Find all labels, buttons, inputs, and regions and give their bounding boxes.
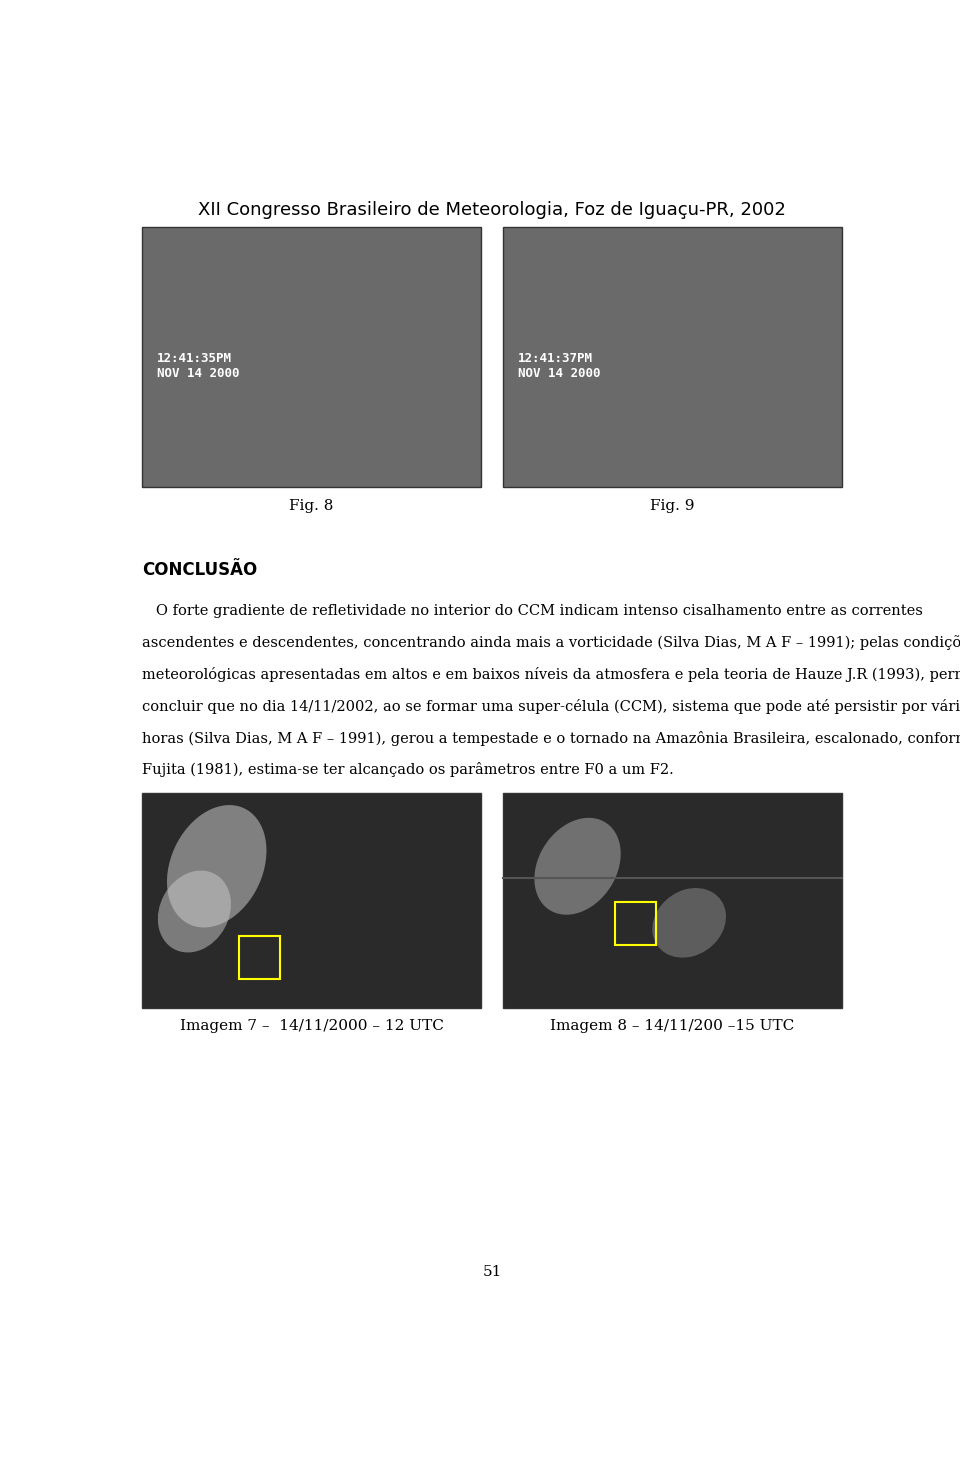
Ellipse shape (157, 871, 231, 952)
Ellipse shape (167, 805, 267, 927)
Text: ascendentes e descendentes, concentrando ainda mais a vorticidade (Silva Dias, M: ascendentes e descendentes, concentrando… (142, 636, 960, 651)
Text: Fig. 8: Fig. 8 (289, 498, 334, 513)
Bar (239, 936, 280, 980)
Bar (614, 902, 656, 946)
Bar (142, 228, 481, 488)
Text: Imagem 7 –  14/11/2000 – 12 UTC: Imagem 7 – 14/11/2000 – 12 UTC (180, 1019, 444, 1033)
Text: 12:41:37PM
NOV 14 2000: 12:41:37PM NOV 14 2000 (518, 351, 601, 379)
Text: O forte gradiente de refletividade no interior do CCM indicam intenso cisalhamen: O forte gradiente de refletividade no in… (142, 604, 924, 618)
Ellipse shape (653, 887, 726, 958)
Text: Fig. 9: Fig. 9 (650, 498, 695, 513)
Text: CONCLUSÃO: CONCLUSÃO (142, 561, 257, 579)
Ellipse shape (535, 818, 621, 915)
Text: Imagem 8 – 14/11/200 –15 UTC: Imagem 8 – 14/11/200 –15 UTC (550, 1019, 795, 1033)
Bar (142, 793, 481, 1008)
Bar (503, 793, 842, 1008)
Text: 12:41:35PM
NOV 14 2000: 12:41:35PM NOV 14 2000 (157, 351, 240, 379)
Text: XII Congresso Brasileiro de Meteorologia, Foz de Iguaçu-PR, 2002: XII Congresso Brasileiro de Meteorologia… (198, 201, 786, 219)
Text: Fujita (1981), estima-se ter alcançado os parâmetros entre F0 a um F2.: Fujita (1981), estima-se ter alcançado o… (142, 762, 674, 777)
Bar (503, 228, 842, 488)
Text: horas (Silva Dias, M A F – 1991), gerou a tempestade e o tornado na Amazônia Bra: horas (Silva Dias, M A F – 1991), gerou … (142, 730, 960, 746)
Text: 51: 51 (482, 1265, 502, 1279)
Text: meteorológicas apresentadas em altos e em baixos níveis da atmosfera e pela teor: meteorológicas apresentadas em altos e e… (142, 667, 960, 682)
Text: concluir que no dia 14/11/2002, ao se formar uma super-célula (CCM), sistema que: concluir que no dia 14/11/2002, ao se fo… (142, 699, 960, 714)
